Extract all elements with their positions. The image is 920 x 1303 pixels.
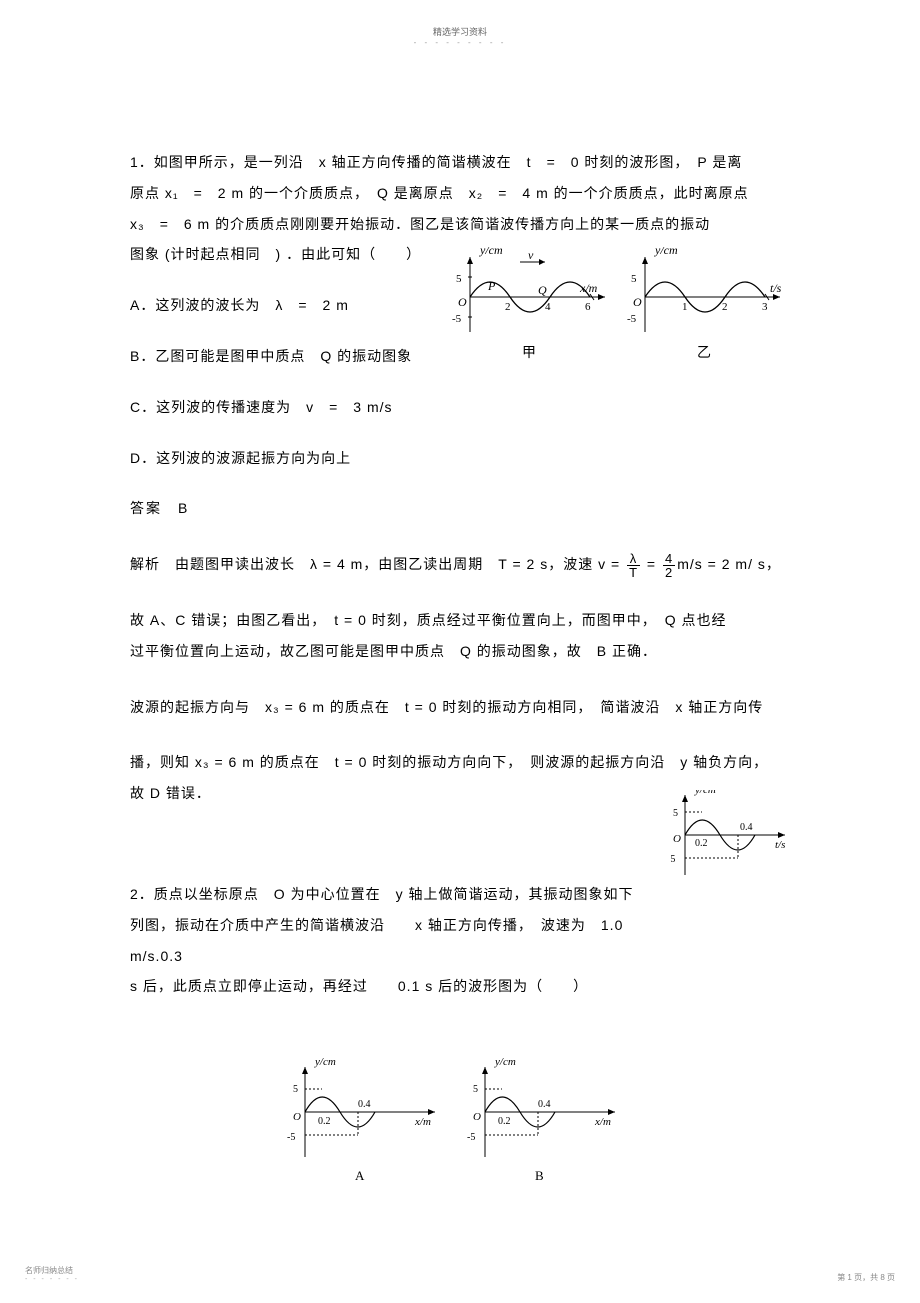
optB-xlabel: x/m bbox=[594, 1116, 611, 1128]
q1-optD: D．这列波的波源起振方向为向上 bbox=[130, 443, 790, 474]
optB-ylabel: y/cm bbox=[494, 1056, 516, 1068]
q2-yneg5: -5 bbox=[670, 854, 675, 865]
footer-left: 名师归纳总结 - - - - - - - bbox=[25, 1265, 79, 1283]
O-right: O bbox=[633, 295, 642, 309]
ytick-neg5-r: -5 bbox=[627, 313, 637, 325]
frac2-num: 4 bbox=[663, 552, 675, 566]
xlabel-right: t/s bbox=[770, 281, 782, 295]
xlabel-left: x/m bbox=[579, 281, 598, 295]
q2-y5: 5 bbox=[673, 808, 678, 819]
footer-left-dots: - - - - - - - bbox=[25, 1276, 79, 1283]
frac1-den: T bbox=[627, 566, 640, 579]
q1-optC: C．这列波的传播速度为 v = 3 m/s bbox=[130, 392, 790, 423]
header-dots: - - - - - - - - - bbox=[0, 38, 920, 47]
analysis-post: m/s = 2 m/ s， bbox=[677, 556, 781, 572]
ytick-5: 5 bbox=[456, 273, 462, 285]
P-label: P bbox=[487, 279, 496, 293]
optA-label: A bbox=[355, 1168, 365, 1183]
q1-figure: v y/cm x/m O 5 -5 2 4 6 P Q 甲 bbox=[440, 247, 790, 372]
q2-xlabel: t/s bbox=[775, 839, 785, 851]
caption-left: 甲 bbox=[522, 346, 536, 361]
ylabel-left: y/cm bbox=[479, 247, 503, 257]
optA-x02: 0.2 bbox=[318, 1116, 331, 1127]
q2-option-figures: y/cm x/m O 5 -5 0.2 0.4 A y/cm x/m bbox=[130, 1052, 790, 1203]
optB-O: O bbox=[473, 1111, 481, 1123]
xtick-2: 2 bbox=[505, 301, 511, 313]
q1-analysis-3: 过平衡位置向上运动，故乙图可能是图甲中质点 Q 的振动图象，故 B 正确． bbox=[130, 636, 790, 667]
q1-analysis-5: 播，则知 x₃ = 6 m 的质点在 t = 0 时刻的振动方向向下， 则波源的… bbox=[130, 747, 790, 778]
optA-ylabel: y/cm bbox=[314, 1056, 336, 1068]
optB-y5: 5 bbox=[473, 1084, 478, 1095]
footer-right: 第 1 页，共 8 页 bbox=[837, 1272, 895, 1283]
xtick-4: 4 bbox=[545, 301, 551, 313]
q1-analysis-4: 波源的起振方向与 x₃ = 6 m 的质点在 t = 0 时刻的振动方向相同， … bbox=[130, 692, 790, 723]
optB-yneg5: -5 bbox=[467, 1132, 475, 1143]
footer-left-label: 名师归纳总结 bbox=[25, 1265, 79, 1276]
optB-x04: 0.4 bbox=[538, 1099, 551, 1110]
q2-O: O bbox=[673, 833, 681, 845]
Q-label: Q bbox=[538, 283, 547, 297]
q2-x02: 0.2 bbox=[695, 838, 708, 849]
xtick-1-r: 1 bbox=[682, 301, 688, 313]
xtick-6: 6 bbox=[585, 301, 591, 313]
q2-main-figure: y/cm t/s O 5 -5 0.2 0.4 bbox=[670, 790, 790, 890]
main-content: 1．如图甲所示，是一列沿 x 轴正方向传播的简谐横波在 t = 0 时刻的波形图… bbox=[0, 47, 920, 1203]
q2-line1: 2．质点以坐标原点 O 为中心位置在 y 轴上做简谐运动，其振动图象如下 bbox=[130, 879, 660, 910]
q1-line2: 原点 x₁ = 2 m 的一个介质质点， Q 是离原点 x₂ = 4 m 的一个… bbox=[130, 178, 790, 209]
ytick-5-r: 5 bbox=[631, 273, 637, 285]
optA-y5: 5 bbox=[293, 1084, 298, 1095]
ylabel-right: y/cm bbox=[654, 247, 678, 257]
optB-label: B bbox=[535, 1168, 544, 1183]
caption-right: 乙 bbox=[697, 345, 711, 361]
eq: = bbox=[642, 556, 661, 572]
q2-x04: 0.4 bbox=[740, 822, 753, 833]
q1-analysis-2: 故 A、C 错误；由图乙看出， t = 0 时刻，质点经过平衡位置向上，而图甲中… bbox=[130, 605, 790, 636]
analysis-pre: 解析 由题图甲读出波长 λ = 4 m，由图乙读出周期 T = 2 s，波速 v… bbox=[130, 556, 625, 572]
optA-O: O bbox=[293, 1111, 301, 1123]
optA-x04: 0.4 bbox=[358, 1099, 371, 1110]
q2-ylabel: y/cm bbox=[694, 790, 716, 796]
frac1-num: λ bbox=[627, 552, 640, 566]
q1-analysis-1: 解析 由题图甲读出波长 λ = 4 m，由图乙读出周期 T = 2 s，波速 v… bbox=[130, 549, 790, 580]
optA-xlabel: x/m bbox=[414, 1116, 431, 1128]
q1-line1: 1．如图甲所示，是一列沿 x 轴正方向传播的简谐横波在 t = 0 时刻的波形图… bbox=[130, 147, 790, 178]
xtick-3-r: 3 bbox=[762, 301, 768, 313]
header-label: 精选学习资料 bbox=[0, 0, 920, 38]
q2-block: 2．质点以坐标原点 O 为中心位置在 y 轴上做简谐运动，其振动图象如下 列图，… bbox=[130, 879, 790, 1002]
v-label: v bbox=[528, 248, 534, 262]
optB-x02: 0.2 bbox=[498, 1116, 511, 1127]
q1-answer: 答案 B bbox=[130, 493, 790, 524]
O-left: O bbox=[458, 295, 467, 309]
fraction-2: 42 bbox=[663, 552, 675, 579]
ytick-neg5: -5 bbox=[452, 313, 462, 325]
q1-line3: x₃ = 6 m 的介质质点刚刚要开始振动．图乙是该简谐波传播方向上的某一质点的… bbox=[130, 209, 790, 240]
fraction-1: λT bbox=[627, 552, 640, 579]
frac2-den: 2 bbox=[663, 566, 675, 579]
q2-line3: s 后，此质点立即停止运动，再经过 0.1 s 后的波形图为（ ） bbox=[130, 971, 660, 1002]
xtick-2-r: 2 bbox=[722, 301, 728, 313]
q2-line2: 列图，振动在介质中产生的简谐横波沿 x 轴正方向传播， 波速为 1.0 m/s.… bbox=[130, 910, 660, 972]
optA-yneg5: -5 bbox=[287, 1132, 295, 1143]
